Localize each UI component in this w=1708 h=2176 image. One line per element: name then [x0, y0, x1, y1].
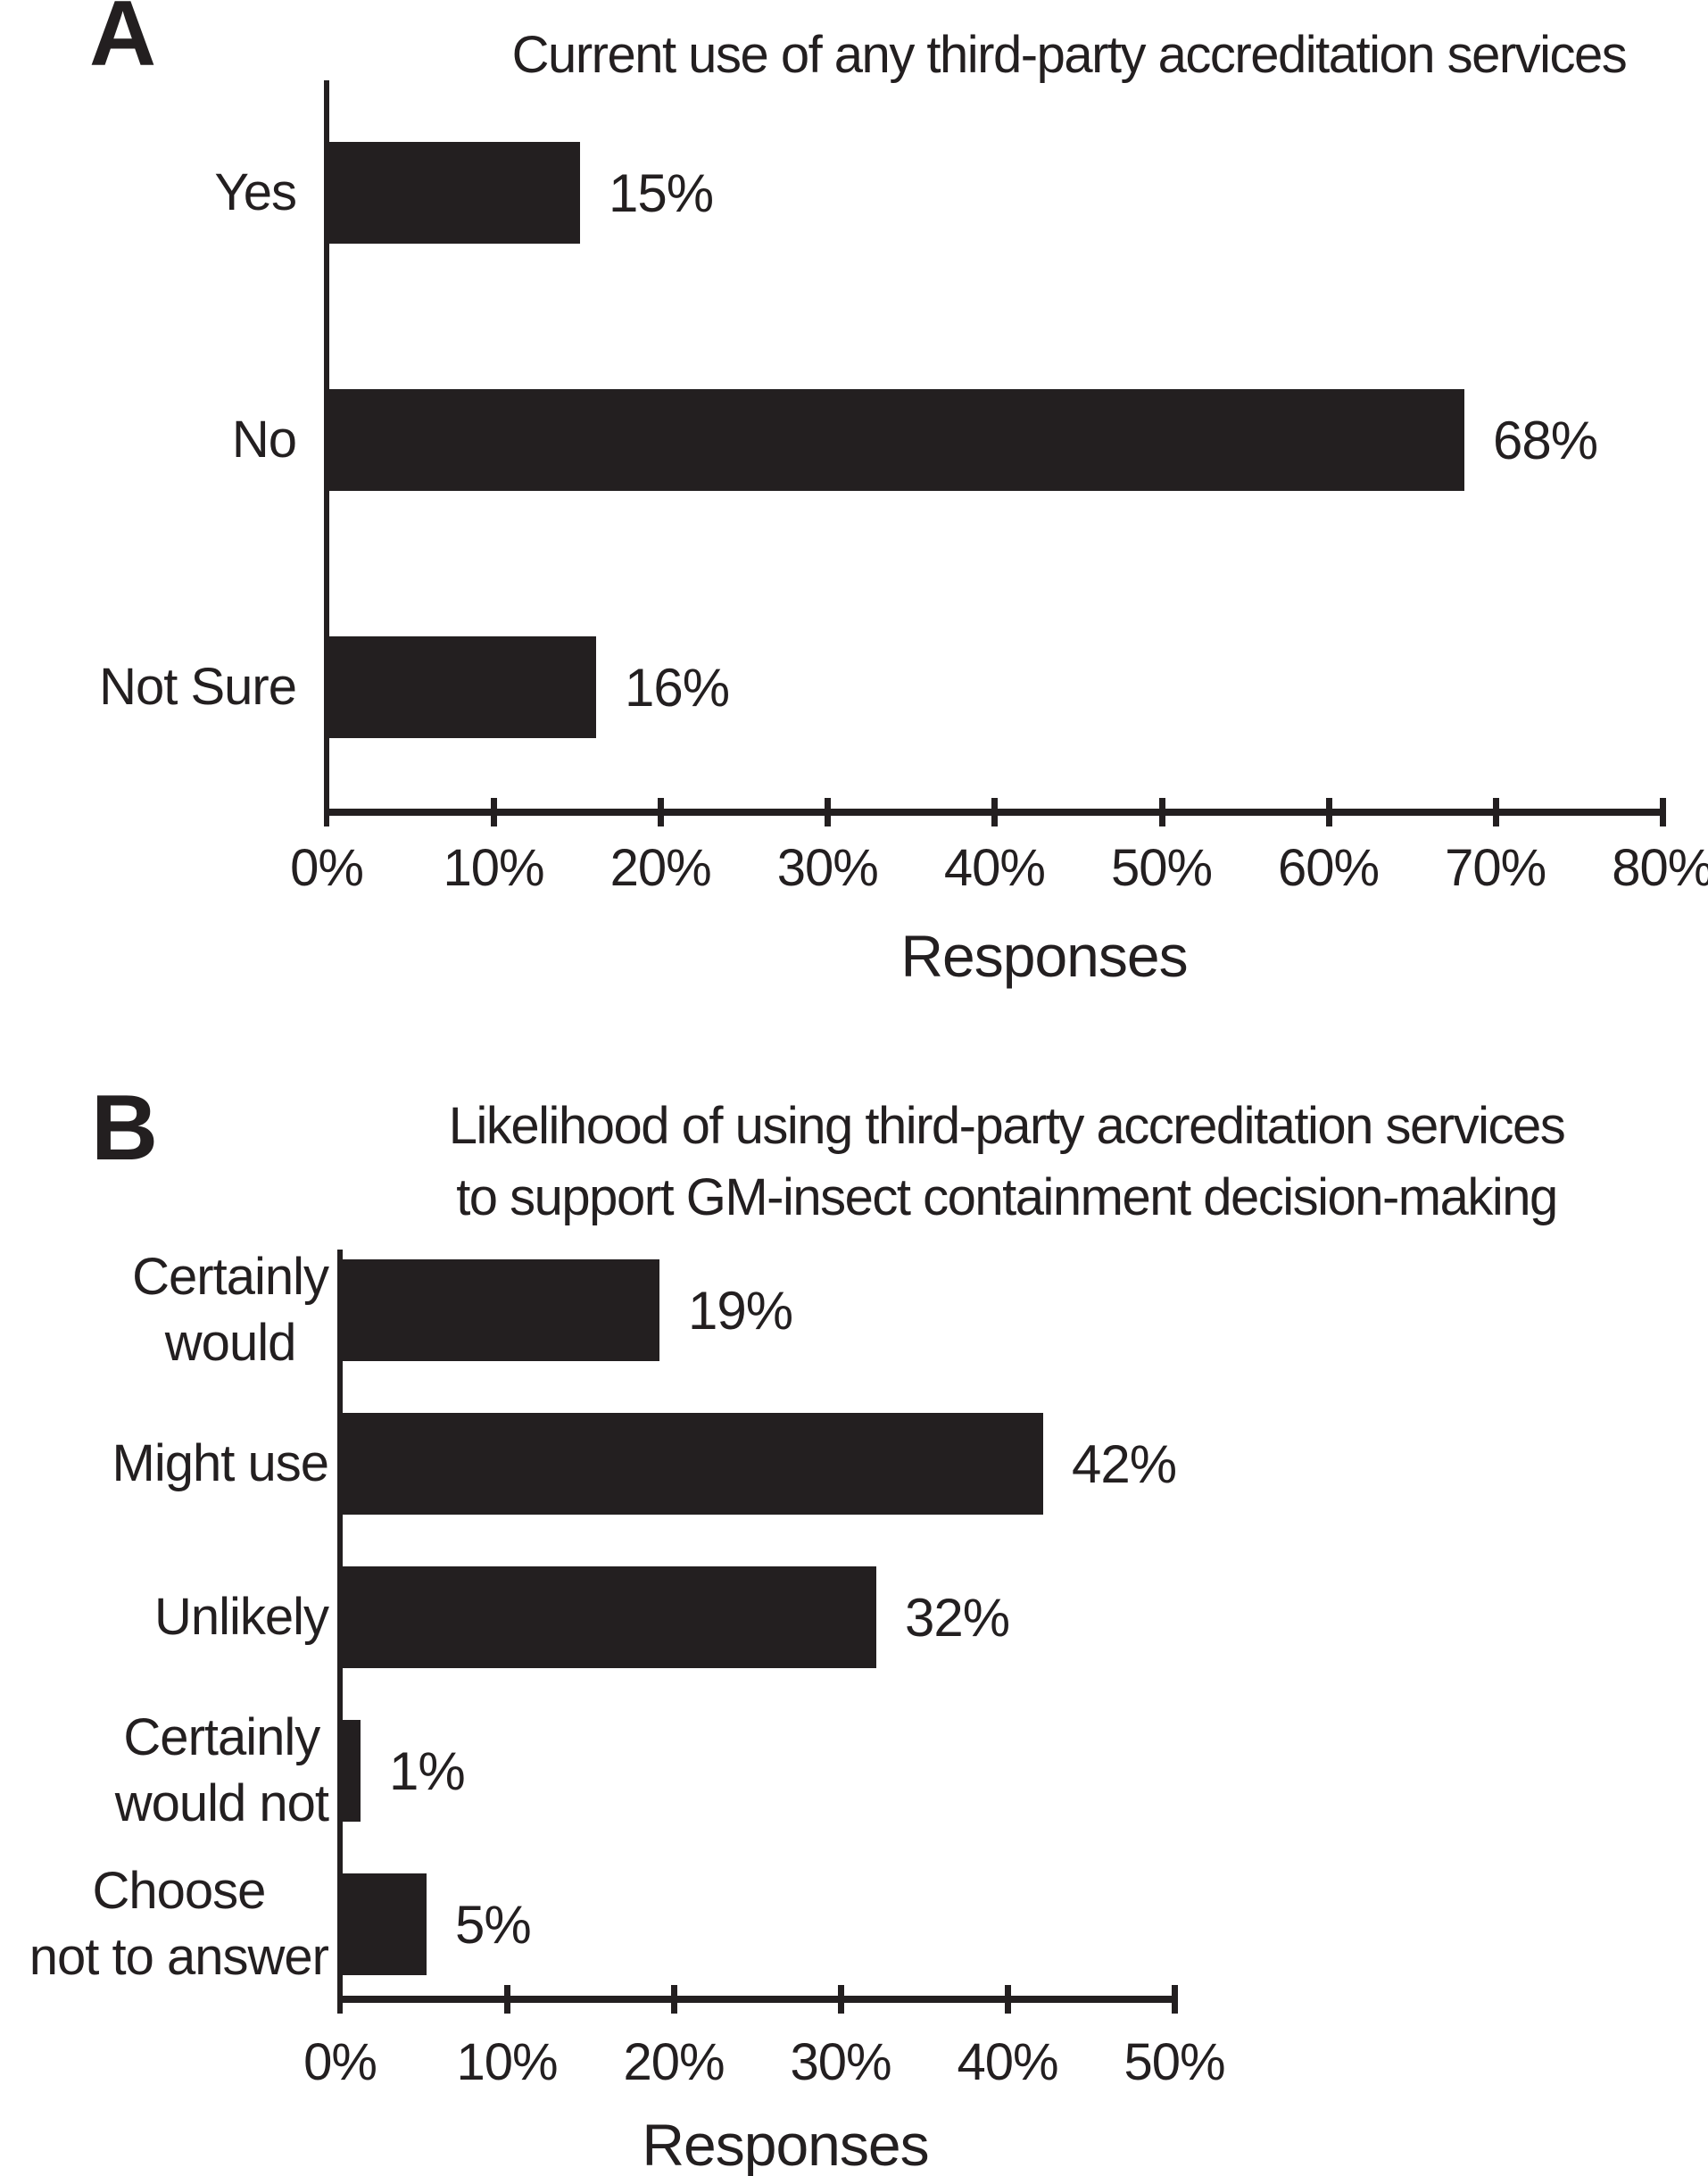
category-label-text: Choose not to answer — [29, 1858, 329, 1990]
panel-a-letter: A — [89, 0, 156, 86]
panel-b-letter: B — [91, 1076, 158, 1180]
panel-b-x-axis-label: Responses — [642, 2112, 929, 2176]
category-label-text: Yes — [214, 160, 297, 226]
x-axis-tick — [504, 1985, 510, 2014]
category-label-text: Certainly would — [132, 1244, 329, 1376]
category-label-line: Might use — [112, 1434, 329, 1492]
panel-b-title-line-1: Likelihood of using third-party accredit… — [448, 1097, 1566, 1155]
category-label-line: Choose — [92, 1862, 266, 1920]
panel-b-title: Likelihood of using third-party accredit… — [305, 1091, 1708, 1233]
category-label-text: Unlikely — [153, 1584, 329, 1650]
panel-b-title-line-2: to support GM-insect containment decisio… — [456, 1168, 1558, 1226]
x-axis-line — [337, 1996, 1178, 2003]
x-axis-tick — [825, 798, 832, 826]
x-axis-tick-label: 20% — [623, 2033, 725, 2091]
x-axis-tick-label: 10% — [456, 2033, 558, 2091]
value-label-unlikely: 32% — [905, 1587, 1010, 1648]
x-axis-tick — [491, 798, 498, 826]
x-axis-tick-label: 40% — [957, 2033, 1058, 2091]
bar-yes — [329, 142, 580, 244]
value-label-certainly-would-not: 1% — [389, 1740, 466, 1801]
x-axis-tick — [671, 1985, 677, 2014]
bar-no — [329, 389, 1464, 491]
y-axis-line — [337, 1250, 343, 2014]
category-label-text: No — [231, 407, 297, 473]
x-axis-tick — [1492, 798, 1499, 826]
category-label-might-use: Might use — [0, 1413, 329, 1515]
x-axis-tick-label: 70% — [1445, 839, 1546, 897]
bar-certainly-would-not — [343, 1720, 361, 1822]
category-label-line: would — [164, 1314, 297, 1372]
value-label-certainly-would: 19% — [688, 1280, 793, 1341]
bar-certainly-would — [343, 1259, 659, 1361]
x-axis-tick-label: 10% — [443, 839, 545, 897]
category-label-text: Not Sure — [99, 654, 297, 720]
category-label-choose-not-to-answer: Choose not to answer — [0, 1862, 329, 1986]
x-axis-tick — [1172, 1985, 1178, 2014]
value-label-not-sure: 16% — [625, 657, 730, 718]
category-label-no: No — [0, 389, 297, 491]
value-label-no: 68% — [1493, 410, 1598, 470]
x-axis-tick-label: 30% — [790, 2033, 891, 2091]
category-label-certainly-would: Certainly would — [0, 1248, 329, 1372]
x-axis-tick-label: 0% — [303, 2033, 377, 2091]
category-label-text: Certainly would not — [114, 1705, 329, 1837]
x-axis-tick — [1158, 798, 1165, 826]
x-axis-tick-label: 80% — [1612, 839, 1708, 897]
value-label-might-use: 42% — [1072, 1433, 1177, 1494]
x-axis-tick-label: 50% — [1123, 2033, 1225, 2091]
x-axis-tick — [1005, 1985, 1011, 2014]
x-axis-tick — [1659, 798, 1666, 826]
category-label-line: Yes — [214, 163, 297, 221]
category-label-unlikely: Unlikely — [0, 1566, 329, 1668]
bar-not-sure — [329, 636, 596, 738]
category-label-yes: Yes — [0, 142, 297, 244]
bar-might-use — [343, 1413, 1043, 1515]
category-label-certainly-would-not: Certainly would not — [0, 1708, 329, 1832]
x-axis-tick-label: 30% — [776, 839, 879, 897]
panel-a-x-axis-label: Responses — [900, 923, 1188, 989]
category-label-not-sure: Not Sure — [0, 636, 297, 738]
x-axis-tick-label: 40% — [943, 839, 1046, 897]
category-label-line: Certainly — [132, 1248, 329, 1306]
bar-unlikely — [343, 1566, 876, 1668]
category-label-line: would not — [114, 1774, 329, 1832]
x-axis-tick-label: 50% — [1110, 839, 1213, 897]
x-axis-tick — [1325, 798, 1332, 826]
category-label-text: Might use — [112, 1431, 329, 1497]
value-label-yes: 15% — [609, 162, 714, 223]
x-axis-tick — [991, 798, 999, 826]
y-axis-line — [324, 80, 329, 826]
x-axis-tick-label: 20% — [609, 839, 712, 897]
value-label-choose-not-to-answer: 5% — [455, 1894, 532, 1955]
x-axis-tick-label: 60% — [1278, 839, 1380, 897]
category-label-line: Unlikely — [153, 1588, 329, 1646]
bar-choose-not-to-answer — [343, 1873, 427, 1975]
category-label-line: Not Sure — [99, 658, 297, 716]
x-axis-tick — [838, 1985, 844, 2014]
x-axis-tick-label: 0% — [290, 839, 364, 897]
category-label-line: Certainly — [123, 1708, 320, 1766]
x-axis-tick — [658, 798, 665, 826]
panel-a-title: Current use of any third-party accredita… — [511, 26, 1628, 84]
category-label-line: No — [231, 411, 297, 469]
category-label-line: not to answer — [29, 1928, 329, 1986]
